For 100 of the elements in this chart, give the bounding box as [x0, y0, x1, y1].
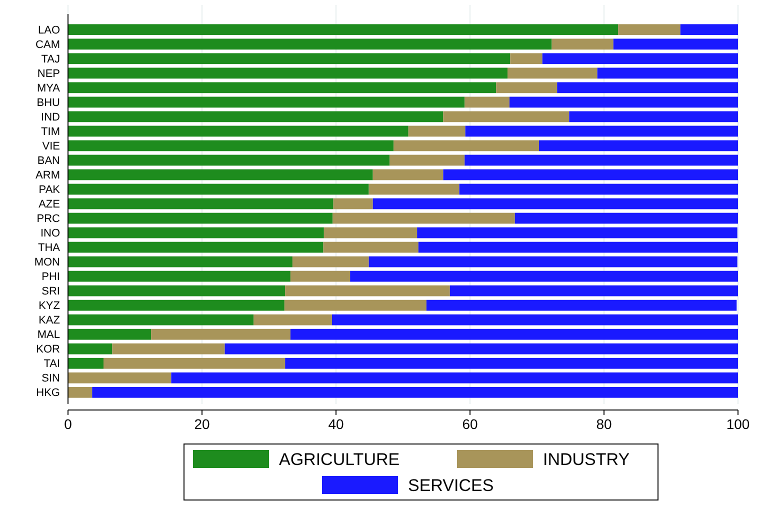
y-tick-label: PRC	[36, 213, 60, 226]
bar	[68, 126, 408, 137]
bar	[332, 212, 515, 224]
y-tick-label: INO	[40, 228, 60, 240]
bar	[68, 285, 286, 296]
bar	[496, 82, 558, 94]
bar	[618, 24, 680, 36]
y-tick-label: PAK	[38, 184, 61, 196]
bar	[104, 358, 286, 369]
bar	[408, 126, 466, 137]
bar	[171, 372, 738, 384]
bar	[292, 256, 369, 268]
y-tick-label: KYZ	[38, 300, 60, 312]
bar	[508, 68, 598, 79]
bar	[290, 270, 350, 282]
y-tick-label: TAJ	[41, 53, 60, 66]
x-tick-label: 20	[194, 416, 210, 432]
y-tick-label: TAI	[44, 358, 60, 370]
y-tick-label: PHI	[42, 271, 60, 284]
legend-label: INDUSTRY	[543, 450, 630, 469]
y-tick-label: VIE	[42, 140, 60, 153]
bar	[333, 198, 373, 210]
bar	[372, 169, 444, 180]
bar	[68, 256, 292, 268]
x-tick-label: 100	[726, 416, 750, 432]
bar	[324, 227, 418, 238]
bar	[68, 111, 444, 122]
y-tick-label: BAN	[37, 155, 60, 168]
bar	[68, 227, 324, 238]
bar	[323, 242, 418, 253]
bar	[285, 285, 450, 296]
bar	[552, 38, 614, 50]
bar	[68, 24, 618, 36]
y-tick-label: MYA	[36, 82, 61, 95]
bar	[542, 53, 738, 64]
y-tick-label: IND	[41, 112, 60, 124]
bar	[68, 169, 373, 180]
y-tick-label: TIM	[41, 126, 60, 138]
bar	[285, 358, 738, 369]
bar	[68, 270, 290, 282]
bar	[92, 386, 738, 398]
bar	[443, 111, 570, 122]
y-tick-label: CAM	[36, 38, 60, 51]
bar	[390, 154, 465, 166]
bar	[539, 140, 738, 152]
bar	[368, 184, 460, 195]
bar	[112, 343, 225, 354]
bar	[68, 343, 112, 354]
y-tick-label: SRI	[42, 286, 60, 298]
bar	[68, 38, 552, 50]
bar	[510, 53, 542, 64]
x-tick-label: 60	[462, 416, 478, 432]
bar	[68, 154, 390, 166]
x-tick-label: 0	[64, 416, 72, 432]
legend-label: SERVICES	[408, 476, 494, 495]
bar	[613, 38, 738, 50]
y-tick-label: NEP	[37, 68, 60, 80]
x-tick-label: 40	[328, 416, 344, 432]
bar	[368, 256, 738, 268]
bar	[372, 198, 738, 210]
y-tick-label: SIN	[42, 372, 60, 385]
y-tick-label: MON	[34, 256, 60, 269]
bar	[569, 111, 738, 122]
bar	[68, 68, 508, 79]
bar	[68, 358, 104, 369]
bar	[68, 300, 284, 311]
bar	[557, 82, 738, 94]
bar	[465, 126, 738, 137]
y-tick-label: KAZ	[38, 314, 60, 327]
bar	[68, 372, 172, 384]
y-tick-label: THA	[38, 242, 61, 254]
bar	[680, 24, 738, 36]
bar	[254, 314, 332, 326]
y-tick-label: MAL	[37, 329, 60, 342]
bar	[332, 314, 738, 326]
bar	[464, 154, 738, 166]
y-tick-label: KOR	[36, 344, 60, 356]
bar	[426, 300, 737, 311]
bar	[68, 96, 465, 108]
bar	[459, 184, 738, 195]
x-tick-label: 80	[596, 416, 612, 432]
bar	[464, 96, 510, 108]
bar	[68, 53, 510, 64]
bar	[514, 212, 738, 224]
bar	[443, 169, 738, 180]
bar	[68, 140, 394, 152]
bar	[290, 328, 738, 340]
bar	[68, 242, 324, 253]
bar	[224, 343, 738, 354]
bar	[68, 386, 92, 398]
y-tick-label: BHU	[36, 97, 60, 110]
bar	[68, 314, 254, 326]
bar	[284, 300, 426, 311]
bar	[68, 198, 334, 210]
bar	[597, 68, 738, 79]
y-tick-label: HKG	[36, 387, 60, 400]
bar	[68, 212, 333, 224]
bar	[350, 270, 738, 282]
bar	[510, 96, 738, 108]
bar	[450, 285, 738, 296]
